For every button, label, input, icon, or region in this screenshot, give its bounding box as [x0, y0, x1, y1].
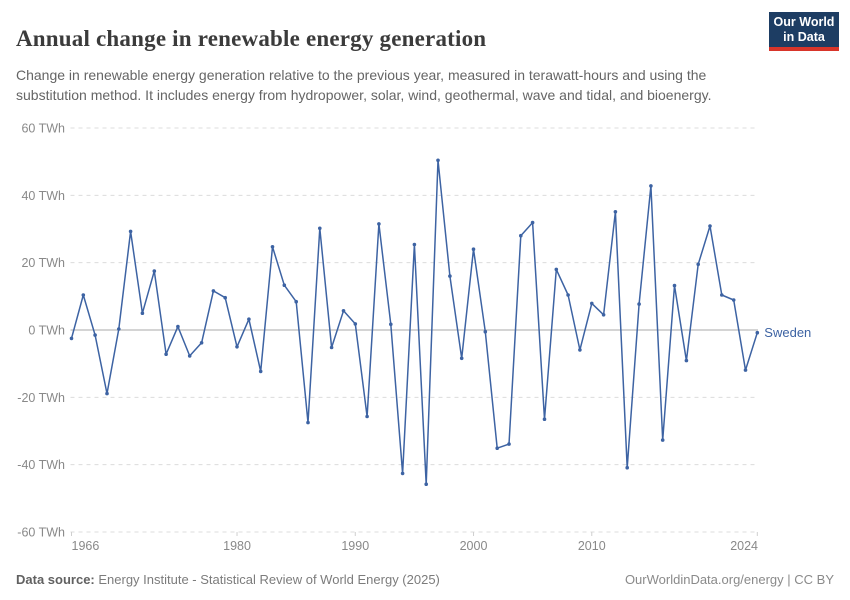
data-point — [625, 465, 629, 470]
data-point — [519, 233, 523, 238]
data-point — [318, 226, 322, 231]
data-point — [282, 283, 287, 287]
data-point — [105, 391, 109, 396]
y-tick-label: 0 TWh — [28, 324, 65, 338]
data-point — [507, 442, 511, 446]
series-line — [70, 159, 759, 485]
data-point — [731, 298, 736, 302]
data-point — [471, 247, 476, 251]
data-point — [353, 322, 358, 326]
data-point — [140, 311, 145, 315]
data-source-text: Energy Institute - Statistical Review of… — [94, 572, 440, 587]
data-point — [743, 368, 748, 372]
x-tick-label: 1980 — [223, 539, 251, 553]
data-point — [377, 222, 381, 226]
y-tick-label: -60 TWh — [17, 526, 65, 540]
owid-logo[interactable]: Our World in Data — [769, 12, 839, 51]
y-tick-label: -20 TWh — [17, 391, 65, 405]
chart-subtitle: Change in renewable energy generation re… — [16, 67, 712, 103]
data-point — [81, 293, 86, 297]
data-point — [448, 274, 452, 278]
data-point — [590, 301, 594, 306]
page-title: Annual change in renewable energy genera… — [16, 26, 487, 52]
data-point — [199, 341, 204, 345]
data-point — [93, 333, 97, 337]
data-point — [223, 295, 227, 300]
data-point — [164, 352, 168, 356]
data-point — [495, 446, 500, 451]
data-point — [176, 324, 180, 329]
data-point — [258, 369, 263, 374]
data-point — [412, 242, 417, 247]
data-point — [187, 354, 192, 358]
data-point — [306, 420, 310, 425]
data-point — [69, 336, 74, 341]
data-point — [247, 317, 251, 321]
data-point — [720, 293, 724, 297]
y-tick-label: 60 TWh — [21, 121, 65, 135]
data-point — [542, 417, 547, 422]
data-point — [128, 229, 133, 234]
data-point — [400, 471, 405, 476]
data-point — [755, 330, 760, 335]
footer-credit-link[interactable]: OurWorldinData.org/energy | CC BY — [624, 572, 834, 587]
data-point — [117, 327, 121, 331]
data-point — [566, 293, 570, 297]
data-source: Data source: Energy Institute - Statisti… — [16, 572, 440, 587]
data-point — [637, 302, 641, 306]
series-label-sweden[interactable]: Sweden — [764, 325, 811, 340]
data-point — [578, 348, 582, 352]
data-point — [459, 356, 464, 361]
data-point — [684, 358, 689, 363]
data-point — [294, 299, 299, 304]
data-point — [613, 210, 618, 214]
data-point — [601, 313, 606, 317]
data-point — [436, 158, 440, 163]
data-point — [329, 345, 334, 350]
data-point — [708, 224, 712, 228]
y-tick-label: 20 TWh — [21, 256, 65, 270]
data-source-label: Data source: — [16, 572, 95, 587]
data-point — [152, 269, 157, 273]
x-tick-label: 2010 — [578, 539, 606, 553]
data-point — [696, 262, 700, 267]
data-point — [660, 438, 665, 442]
y-tick-label: 40 TWh — [21, 189, 65, 203]
data-point — [270, 245, 275, 249]
data-point — [389, 322, 393, 327]
chart-area: 60 TWh 40 TWh 20 TWh 0 TWh -20 TWh -40 TWh -60… — [0, 112, 850, 564]
x-tick-label: 1966 — [72, 539, 100, 553]
data-point — [530, 220, 535, 225]
data-point — [341, 309, 346, 313]
data-point — [672, 283, 677, 288]
data-point — [235, 345, 239, 349]
x-tick-label: 2024 — [730, 539, 758, 553]
line-chart: 60 TWh 40 TWh 20 TWh 0 TWh -20 TWh -40 TWh -60… — [17, 121, 811, 553]
owid-logo-line1: Our World — [773, 15, 835, 29]
data-point — [424, 482, 429, 487]
chart-footer: Data source: Energy Institute - Statisti… — [16, 572, 834, 587]
data-point — [649, 184, 653, 188]
y-tick-label: -40 TWh — [17, 458, 65, 472]
data-point — [554, 267, 559, 272]
x-tick-label: 1990 — [341, 539, 369, 553]
data-point — [211, 289, 216, 293]
x-tick-label: 2000 — [460, 539, 488, 553]
data-point — [365, 414, 369, 419]
data-point — [483, 329, 488, 334]
owid-logo-line2: in Data — [783, 30, 825, 44]
